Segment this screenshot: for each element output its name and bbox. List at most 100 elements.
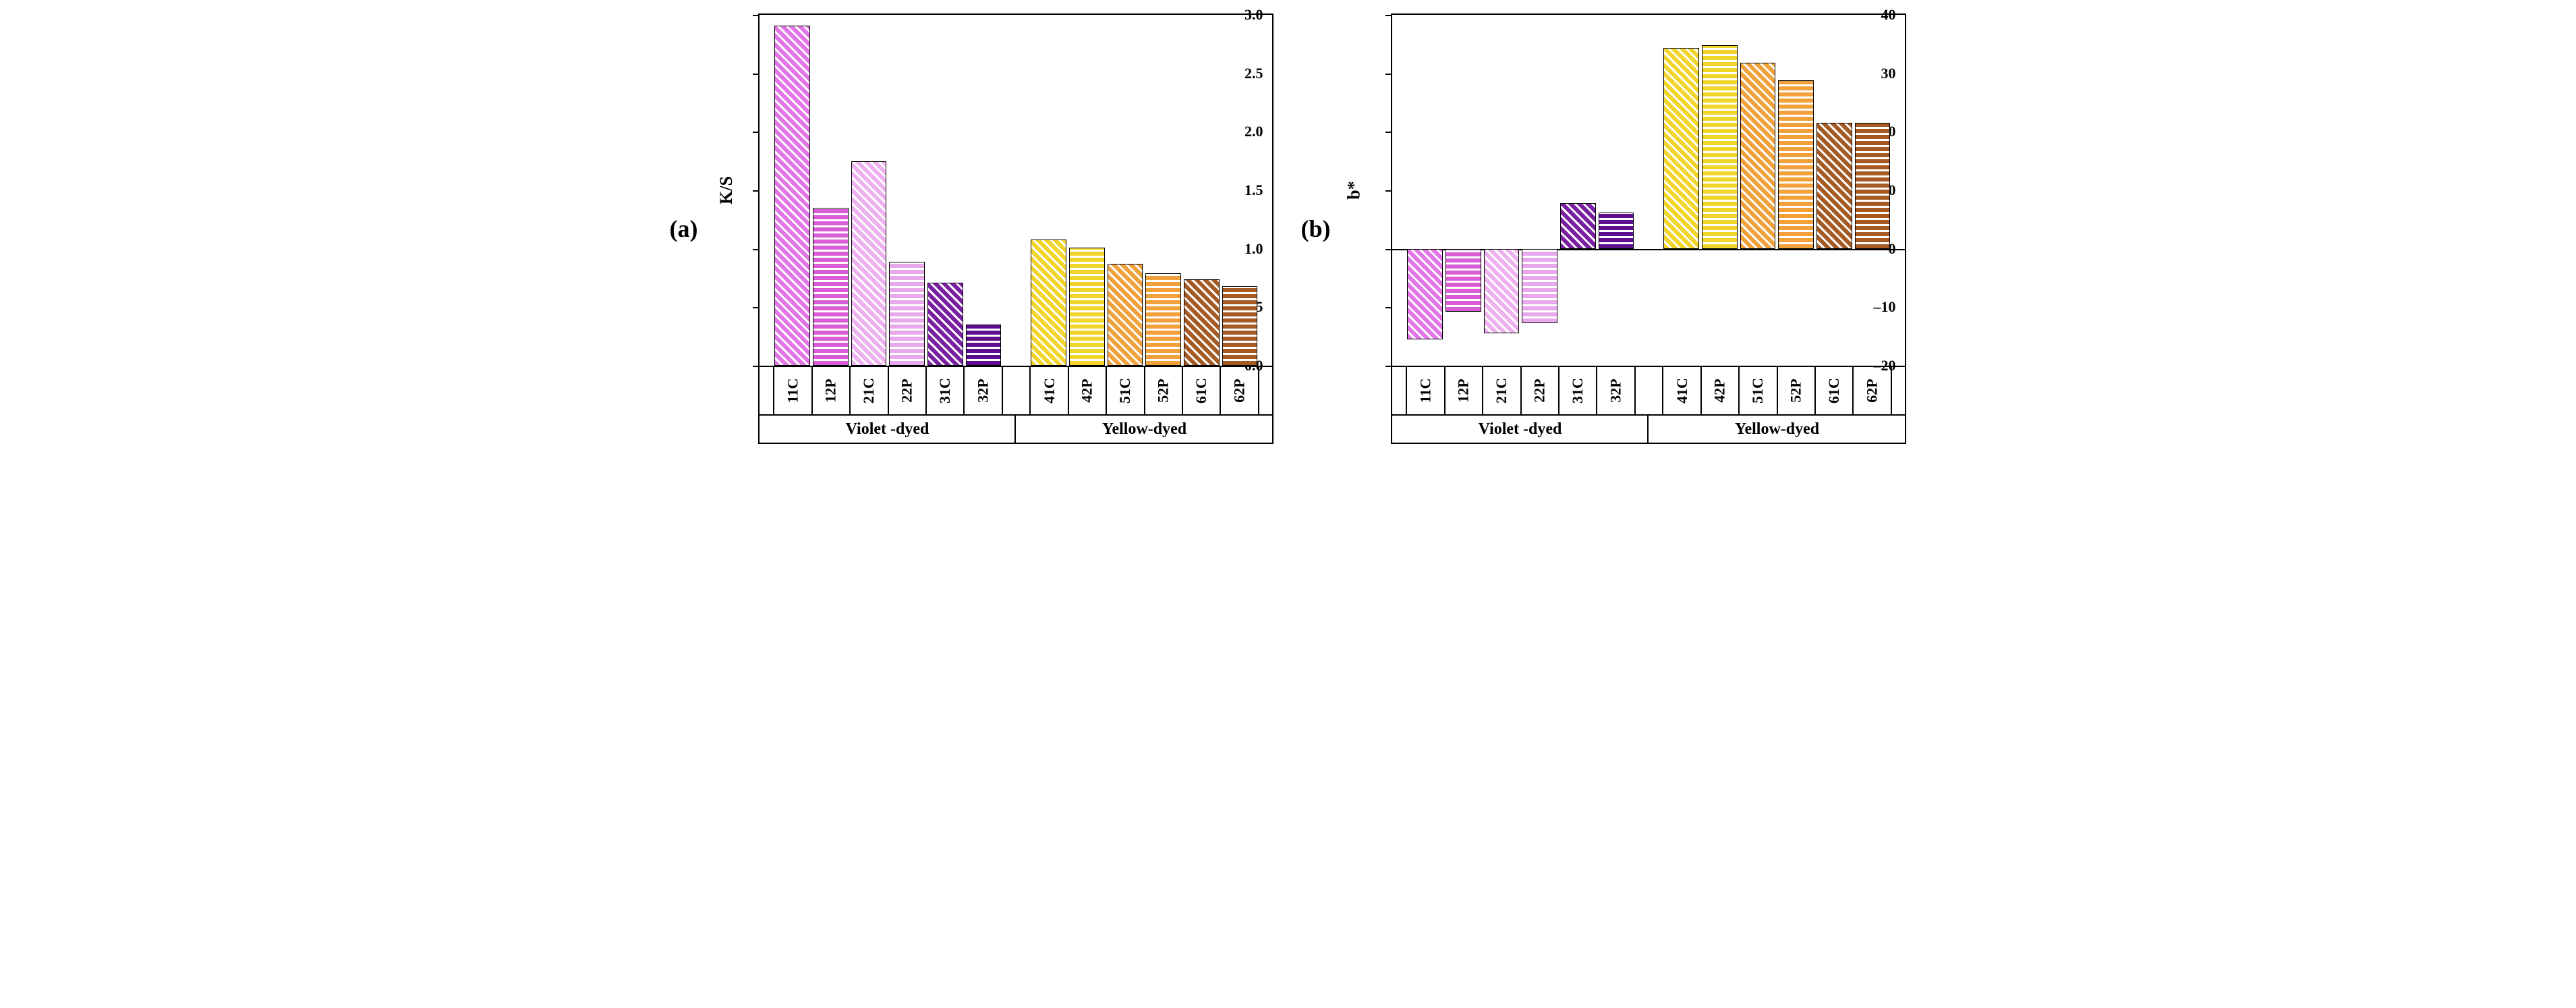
x-category-cell: 21C (851, 367, 888, 414)
x-category-label: 51C (1749, 378, 1767, 403)
bar (1069, 248, 1105, 366)
x-group-row: Violet -dyedYellow-dyed (1392, 414, 1905, 443)
x-category-cell: 22P (1522, 367, 1559, 414)
bar (1663, 48, 1699, 248)
x-category-cell: 12P (813, 367, 851, 414)
x-category-cell: 41C (1663, 367, 1701, 414)
x-category-cell: 22P (889, 367, 927, 414)
x-category-row: 11C 12P 21C 22P 31C 32P 41C 42P 51C 52P 61C 62P (1392, 366, 1905, 414)
bar (1778, 80, 1814, 249)
bar (1031, 240, 1066, 366)
bar (1599, 213, 1634, 249)
bar (851, 161, 887, 366)
bar (966, 325, 1002, 366)
bar (1702, 45, 1738, 249)
plot-area: b*–20–10010203040 (1392, 15, 1905, 366)
y-tick (753, 190, 760, 192)
y-tick (1385, 15, 1392, 16)
bar (927, 283, 963, 366)
x-category-cell: 11C (774, 367, 812, 414)
chart-container: b*–20–10010203040 11C 12P 21C 22P 31C 32P 41C 42… (1337, 13, 1906, 444)
x-group-row: Violet -dyedYellow-dyed (760, 414, 1272, 443)
bars-layer (760, 15, 1272, 366)
x-category-cell: 31C (1559, 367, 1597, 414)
y-tick (753, 74, 760, 75)
x-group-label: Yellow-dyed (1649, 416, 1905, 443)
chart-box: K/S0.00.51.01.52.02.53.0 11C 12P 21C 22P 31C 3… (758, 13, 1273, 444)
x-category-label: 41C (1041, 378, 1058, 403)
panel: (b) b*–20–10010203040 11C 12P 21C 22P 31C 32P 41… (1300, 13, 1906, 444)
bars-layer (1392, 15, 1905, 366)
bar (1222, 286, 1258, 366)
y-tick (753, 307, 760, 308)
x-category-label: 21C (1493, 378, 1510, 403)
bar (889, 262, 925, 366)
x-category-row: 11C 12P 21C 22P 31C 32P 41C 42P 51C 52P 61C 62P (760, 366, 1272, 414)
y-tick (1385, 74, 1392, 75)
x-category-label: 61C (1193, 378, 1210, 403)
bar (1184, 279, 1220, 366)
panel-label: (a) (670, 215, 698, 243)
x-category-label: 11C (784, 379, 802, 403)
bar (813, 208, 849, 366)
x-category-label: 61C (1825, 378, 1843, 403)
y-tick (753, 15, 760, 16)
x-category-label: 42P (1711, 379, 1729, 402)
x-category-label: 12P (1455, 379, 1472, 402)
y-tick (753, 366, 760, 367)
x-category-cell: 31C (927, 367, 965, 414)
bar (1145, 273, 1181, 366)
x-category-label: 42P (1079, 379, 1096, 402)
x-category-label: 12P (822, 379, 840, 402)
bar (1740, 63, 1776, 249)
x-category-label: 11C (1417, 379, 1435, 403)
chart-box: b*–20–10010203040 11C 12P 21C 22P 31C 32P 41C 42… (1391, 13, 1906, 444)
x-category-cell: 61C (1816, 367, 1854, 414)
x-category-cell: 21C (1483, 367, 1521, 414)
bar (1855, 123, 1891, 248)
y-tick (1385, 366, 1392, 367)
bar (1560, 203, 1596, 249)
x-category-cell: 52P (1778, 367, 1816, 414)
x-group-label: Yellow-dyed (1016, 416, 1272, 443)
x-category-label: 32P (974, 379, 992, 402)
x-category-cell: 52P (1145, 367, 1183, 414)
x-group-label: Violet -dyed (1392, 416, 1649, 443)
x-category-label: 31C (936, 378, 954, 403)
y-axis-label: K/S (716, 176, 737, 204)
x-category-label: 62P (1863, 379, 1881, 402)
x-category-cell: 12P (1446, 367, 1483, 414)
x-category-cell: 51C (1740, 367, 1777, 414)
x-category-label: 41C (1673, 378, 1691, 403)
bar (1407, 249, 1443, 339)
x-category-label: 52P (1787, 379, 1805, 402)
y-tick (753, 132, 760, 133)
bar (1484, 249, 1520, 334)
y-tick (1385, 190, 1392, 192)
x-category-cell: 61C (1183, 367, 1221, 414)
y-tick (1385, 249, 1392, 250)
y-tick (753, 249, 760, 250)
x-category-label: 31C (1569, 378, 1586, 403)
x-category-cell: 42P (1702, 367, 1740, 414)
plot-area: K/S0.00.51.01.52.02.53.0 (760, 15, 1272, 366)
chart-container: K/S0.00.51.01.52.02.53.0 11C 12P 21C 22P 31C 3… (704, 13, 1273, 444)
x-group-label: Violet -dyed (760, 416, 1016, 443)
bar (1446, 249, 1481, 312)
y-tick (1385, 132, 1392, 133)
bar (1108, 264, 1143, 366)
x-category-cell: 11C (1407, 367, 1445, 414)
x-category-label: 52P (1155, 379, 1172, 402)
x-category-label: 51C (1116, 378, 1134, 403)
x-category-cell: 42P (1069, 367, 1107, 414)
x-category-label: 32P (1607, 379, 1624, 402)
y-tick (1385, 307, 1392, 308)
x-category-label: 62P (1230, 379, 1248, 402)
bar (774, 26, 810, 366)
x-category-cell: 41C (1031, 367, 1068, 414)
x-category-cell: 32P (1597, 367, 1635, 414)
x-category-label: 22P (898, 379, 916, 402)
bar (1522, 249, 1557, 323)
bar (1816, 123, 1852, 248)
panel-label: (b) (1300, 215, 1330, 243)
